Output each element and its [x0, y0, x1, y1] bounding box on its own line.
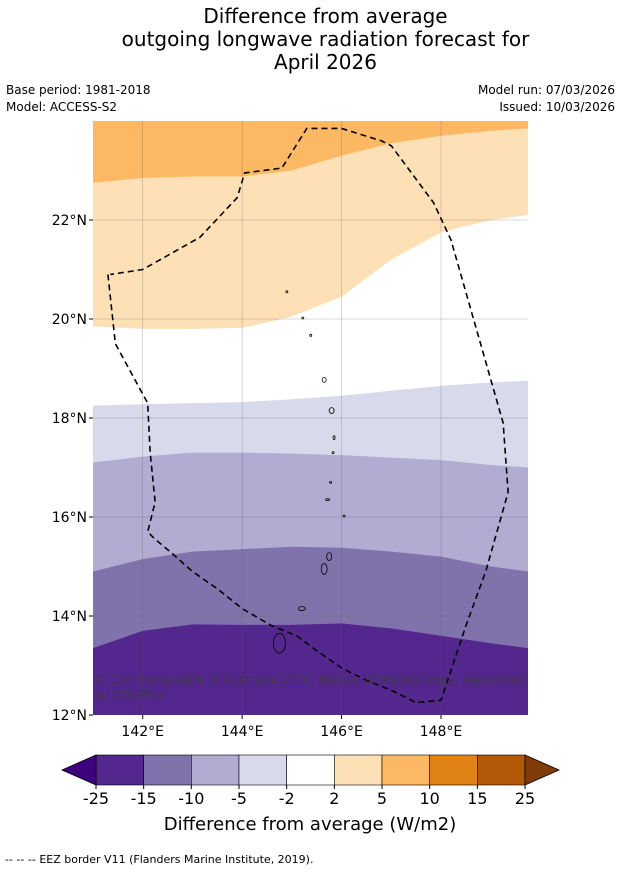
map-clip-group [93, 121, 528, 715]
base-period: Base period: 1981-2018 [6, 83, 151, 97]
x-tick-label: 146°E [320, 724, 363, 740]
island-outline [331, 451, 335, 455]
colorbar-tick-label: 25 [515, 789, 535, 808]
island-outline [273, 632, 286, 654]
y-tick-label: 16°N [52, 510, 87, 526]
colorbar: -25 -15 -10 -5 -2 2 5 10 15 25 [61, 754, 560, 808]
x-tick-label: 142°E [121, 724, 164, 740]
colorbar-tick-label: 10 [419, 789, 439, 808]
island-outline [342, 514, 346, 518]
colorbar-tick-label: -2 [279, 789, 295, 808]
island-outline [325, 498, 331, 502]
copyright-text-line-2: by COSPPac [94, 688, 166, 702]
x-tick-label: 148°E [420, 724, 463, 740]
colorbar-extend-low [61, 754, 97, 786]
colorbar-segment [477, 754, 526, 786]
y-tick-label: 14°N [52, 609, 87, 625]
band-5to10 [93, 121, 528, 183]
colorbar-tick-label: -25 [83, 789, 109, 808]
island-outline [297, 606, 306, 611]
colorbar-extend-high [524, 754, 560, 786]
eez-dash-symbol: -- -- -- [5, 853, 36, 866]
colorbar-segment [334, 754, 383, 786]
colorbar-segment [143, 754, 192, 786]
y-tick-label: 20°N [52, 312, 87, 328]
model-name: Model: ACCESS-S2 [6, 100, 118, 114]
island-outline [309, 333, 313, 337]
title-line-3: April 2026 [274, 50, 377, 74]
colorbar-segment [191, 754, 240, 786]
colorbar-tick-label: 15 [467, 789, 487, 808]
y-tick-label: 12°N [52, 708, 87, 724]
colorbar-tick-label: 2 [329, 789, 339, 808]
title-line-2: outgoing longwave radiation forecast for [121, 27, 530, 51]
eez-legend: -- -- -- EEZ border V11 (Flanders Marine… [5, 853, 313, 866]
island-outline [329, 480, 333, 484]
island-outline [332, 435, 336, 441]
x-tick-label: 144°E [221, 724, 264, 740]
colorbar-tick-label: -10 [178, 789, 204, 808]
colorbar-tick-label: 5 [377, 789, 387, 808]
island-outline [321, 377, 327, 383]
copyright-text: © Commonwealth of Australia 2026, Bureau… [94, 673, 524, 687]
colorbar-label: Difference from average (W/m2) [164, 814, 456, 835]
island-outline [285, 290, 289, 294]
chart-svg: 12°N 14°N 16°N 18°N 20°N 22°N 142°E 144°E 146°E 1… [52, 121, 560, 835]
island-outline [301, 316, 305, 320]
colorbar-segment [429, 754, 478, 786]
y-tick-label: 22°N [52, 213, 87, 229]
title-line-1: Difference from average [203, 4, 448, 28]
eez-border-line [107, 127, 509, 704]
map-axes: 12°N 14°N 16°N 18°N 20°N 22°N 142°E 144°E 146°E 1… [52, 213, 463, 740]
colorbar-tick-label: -15 [131, 789, 157, 808]
colorbar-segment [381, 754, 430, 786]
colorbar-segment [95, 754, 144, 786]
island-outline [328, 407, 335, 414]
band--25to-15 [93, 623, 528, 715]
colorbar-tick-label: -5 [231, 789, 247, 808]
island-outline [320, 563, 328, 575]
model-run: Model run: 07/03/2026 [477, 83, 615, 97]
eez-legend-text: EEZ border V11 (Flanders Marine Institut… [39, 853, 314, 866]
colorbar-segment [238, 754, 287, 786]
colorbar-segment [286, 754, 335, 786]
island-outline [326, 552, 333, 561]
map-plot-area [93, 121, 528, 715]
chart-title: Difference from average outgoing longwav… [0, 5, 621, 74]
y-tick-label: 18°N [52, 411, 87, 427]
issued-date: Issued: 10/03/2026 [499, 100, 615, 114]
